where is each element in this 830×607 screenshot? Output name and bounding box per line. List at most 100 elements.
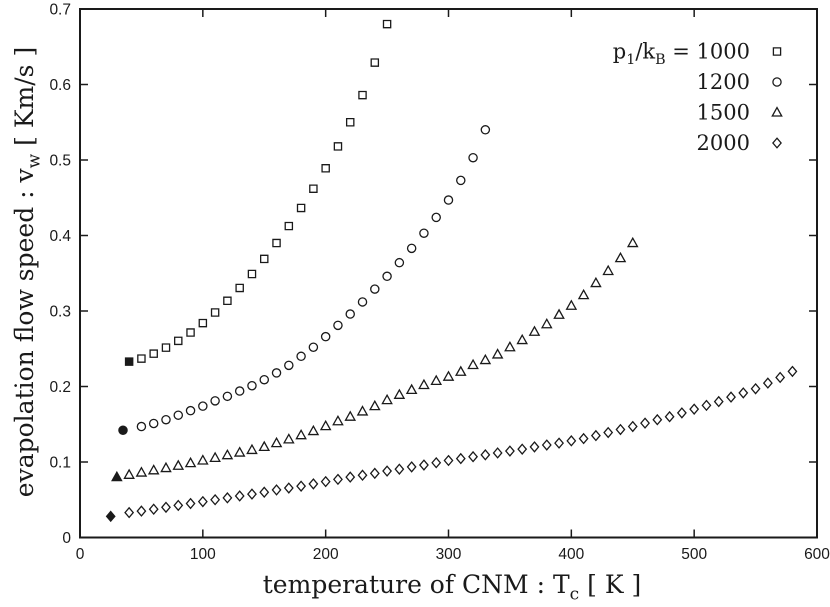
data-point-diamond (566, 435, 577, 447)
data-point-triangle (319, 419, 332, 431)
data-point-diamond (726, 391, 736, 403)
data-point-circle (284, 360, 294, 371)
data-point-circle (345, 309, 355, 319)
data-point-diamond (492, 447, 503, 459)
data-point-triangle (258, 440, 271, 452)
data-point-diamond (345, 471, 356, 483)
data-point-circle (136, 421, 147, 432)
data-point-triangle (479, 353, 492, 365)
data-point-diamond-filled (105, 510, 116, 523)
data-point-circle (173, 410, 184, 420)
data-point-diamond (357, 469, 368, 482)
data-point-circle (468, 152, 478, 163)
data-point-triangle (172, 459, 185, 470)
data-point-triangle (270, 436, 283, 448)
legend-label: 2000 (697, 131, 750, 155)
data-point-circle (382, 271, 392, 282)
y-tick-label: 0.6 (49, 77, 71, 94)
data-point-diamond (615, 423, 626, 436)
data-point-triangle (233, 446, 246, 457)
x-tick-label: 100 (190, 546, 216, 563)
data-point-triangle (332, 414, 344, 426)
data-point-square (174, 336, 183, 346)
data-point-circle (406, 243, 417, 254)
y-tick-label: 0.2 (49, 379, 71, 396)
data-point-triangle (381, 393, 393, 405)
data-point-diamond (455, 452, 466, 465)
x-tick-label: 300 (436, 546, 462, 563)
data-point-square (382, 19, 392, 29)
data-point-diamond (332, 473, 343, 486)
y-axis-title: evapolation flow speed : vw [ Km/s ] (10, 47, 45, 497)
data-point-square (198, 318, 208, 328)
data-point-circle-filled (118, 425, 128, 436)
data-point-square (358, 90, 367, 100)
data-point-diamond (210, 493, 221, 506)
data-point-triangle (368, 399, 381, 411)
data-point-circle (210, 396, 220, 406)
data-point-diamond (541, 439, 552, 451)
data-point-square (149, 349, 158, 358)
data-point-triangle (430, 374, 443, 385)
data-point-circle (185, 405, 196, 416)
data-point-square (370, 58, 380, 67)
data-point-triangle (246, 443, 258, 455)
data-point-triangle (467, 358, 479, 370)
data-point-diamond (406, 461, 417, 473)
data-point-circle (222, 391, 233, 402)
data-point-circle (357, 297, 368, 307)
data-point-square (137, 354, 146, 363)
y-tick-label: 0.5 (49, 153, 71, 170)
data-point-diamond (590, 429, 601, 442)
data-point-circle (234, 386, 245, 396)
data-point-circle (370, 284, 380, 294)
data-point-triangle (626, 236, 639, 248)
data-point-square (296, 203, 306, 213)
data-point-square (161, 343, 171, 352)
data-point-diamond (394, 463, 405, 475)
data-point-diamond (689, 403, 700, 415)
data-point-triangle (577, 288, 590, 300)
data-point-triangle (393, 388, 406, 399)
data-point-diamond (640, 417, 650, 429)
data-point-circle (259, 374, 269, 385)
data-point-diamond (529, 441, 540, 453)
x-tick-label: 400 (558, 546, 584, 563)
data-point-triangle (528, 325, 541, 336)
data-point-triangle (565, 299, 578, 310)
y-tick-label: 0 (62, 530, 71, 547)
data-point-diamond (247, 488, 257, 500)
data-point-triangle (516, 333, 529, 345)
data-point-triangle (356, 405, 369, 416)
data-point-diamond (173, 499, 184, 512)
data-point-diamond (136, 505, 147, 517)
data-point-diamond (320, 475, 331, 488)
data-point-diamond (271, 484, 282, 496)
data-point-diamond (468, 450, 479, 463)
legend-label: 1500 (697, 101, 750, 125)
data-point-diamond (124, 506, 135, 519)
data-point-diamond (775, 371, 786, 384)
data-point-square (235, 283, 244, 293)
data-point-square (210, 308, 220, 317)
data-point-triangle (540, 317, 553, 329)
data-point-triangle (602, 264, 614, 276)
data-point-circle (296, 351, 306, 362)
data-point-triangle (197, 454, 209, 465)
data-point-square (247, 269, 257, 279)
x-tick-label: 0 (76, 546, 85, 563)
data-point-triangle (221, 448, 234, 460)
data-point-diamond (713, 395, 724, 408)
data-point-triangle (442, 370, 455, 381)
data-point-circle (198, 401, 208, 411)
data-point-circle (161, 414, 171, 425)
data-point-square (284, 221, 294, 231)
data-point-circle (456, 175, 466, 186)
data-point-square-filled (124, 357, 134, 366)
data-point-diamond (234, 490, 245, 502)
data-point-triangle (454, 365, 467, 376)
data-point-triangle (590, 276, 602, 288)
data-point-circle (431, 212, 441, 223)
